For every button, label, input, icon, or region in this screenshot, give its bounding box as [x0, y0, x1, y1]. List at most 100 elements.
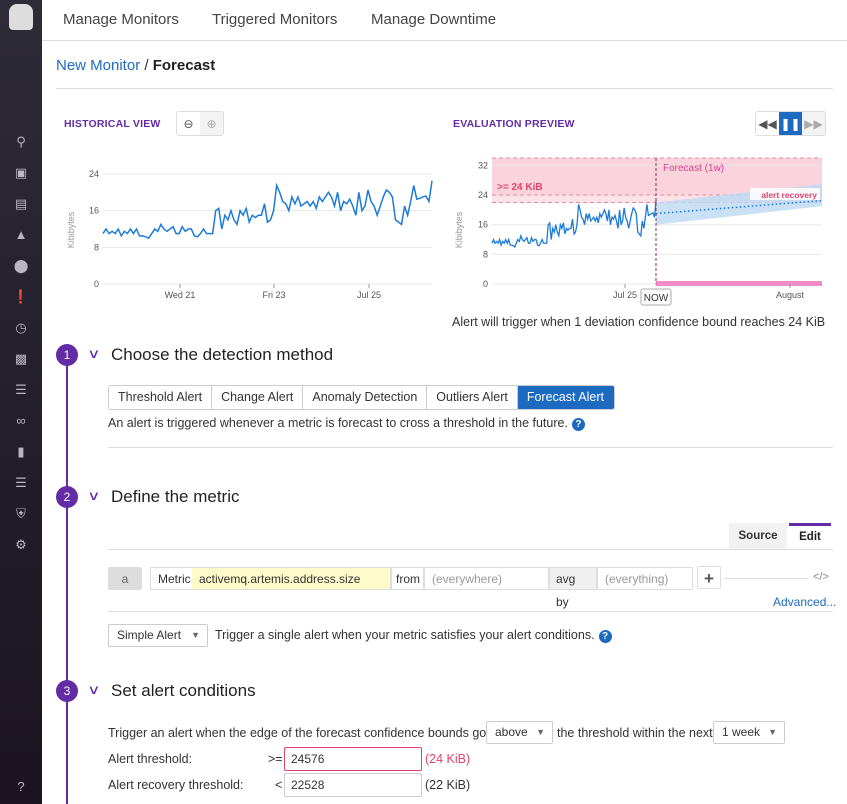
avg-by-label: avg by: [549, 567, 597, 609]
y-tick-label: 0: [483, 279, 488, 289]
synthetics-link-icon[interactable]: ∞: [16, 413, 26, 428]
infrastructure-icon[interactable]: ⬤: [13, 258, 29, 273]
search-icon[interactable]: ⚲: [16, 134, 26, 149]
recovery-threshold-label: Alert recovery threshold:: [108, 778, 244, 792]
tab-forecast-alert[interactable]: Forecast Alert: [517, 386, 614, 409]
step-2-title[interactable]: Define the metric: [111, 487, 240, 506]
notebook-icon[interactable]: ▮: [17, 444, 25, 459]
tab-change-alert[interactable]: Change Alert: [212, 386, 304, 409]
logs-filter-icon[interactable]: ☰: [15, 382, 27, 397]
tab-manage-downtime[interactable]: Manage Downtime: [371, 11, 497, 28]
zoom-in-icon[interactable]: ⊕: [200, 112, 223, 135]
historical-chart: 0 8 16 24 Wed 21 Fri 23 Jul 25 Kibibytes: [66, 169, 433, 300]
tab-anomaly-detection[interactable]: Anomaly Detection: [303, 386, 428, 409]
caret-down-icon: ▼: [536, 727, 545, 737]
threshold-label: >= 24 KiB: [497, 182, 543, 193]
list-icon[interactable]: ▤: [14, 196, 28, 211]
recovery-threshold-operator: <: [275, 778, 283, 792]
tab-manage-monitors[interactable]: Manage Monitors: [63, 11, 179, 28]
window-value: 1 week: [722, 725, 761, 739]
avg-by-input[interactable]: (everything): [597, 567, 693, 590]
detection-method-tabs: Threshold Alert Change Alert Anomaly Det…: [108, 385, 615, 410]
recovery-label-bg: [750, 188, 820, 200]
fast-forward-icon[interactable]: ▶▶: [802, 112, 825, 135]
tab-threshold-alert[interactable]: Threshold Alert: [109, 386, 213, 409]
query-letter: a: [108, 567, 142, 590]
now-badge: [640, 288, 672, 306]
security-search-icon[interactable]: ☰: [15, 475, 27, 490]
edit-tab[interactable]: Edit: [789, 523, 831, 549]
alert-type-value: Simple Alert: [117, 628, 182, 642]
datadog-logo[interactable]: [9, 4, 33, 30]
y-tick-label: 0: [94, 279, 99, 289]
x-tick-label: Wed 21: [165, 290, 196, 300]
code-icon[interactable]: </>: [813, 571, 829, 583]
y-tick-label: 24: [89, 169, 99, 179]
x-tick-label: Fri 23: [262, 290, 285, 300]
step-1-title[interactable]: Choose the detection method: [111, 345, 334, 364]
breadcrumb-separator: /: [144, 57, 149, 74]
zoom-out-icon[interactable]: ⊖: [177, 112, 200, 135]
x-tick-label: August: [776, 290, 805, 300]
y-axis-label: Kibibytes: [454, 211, 464, 248]
add-function-button[interactable]: +: [697, 566, 721, 589]
chevron-down-icon[interactable]: ∨: [87, 488, 101, 503]
condition-text-1: Trigger an alert when the edge of the fo…: [108, 726, 500, 740]
alert-threshold-operator: >=: [268, 752, 283, 766]
advanced-link[interactable]: Advanced...: [773, 595, 837, 609]
divider: [108, 611, 833, 612]
help-icon[interactable]: ?: [598, 630, 612, 643]
alert-threshold-input[interactable]: 24576: [284, 747, 422, 771]
tab-outliers-alert[interactable]: Outliers Alert: [427, 386, 518, 409]
window-select[interactable]: 1 week ▼: [713, 721, 785, 744]
divider: [108, 549, 833, 550]
x-tick-label: Jul 25: [613, 290, 637, 300]
recovery-threshold-hint: (22 KiB): [425, 778, 471, 792]
evaluation-preview-title: EVALUATION PREVIEW: [453, 118, 575, 130]
from-input[interactable]: (everywhere): [424, 567, 549, 590]
breadcrumb: New Monitor / Forecast: [56, 57, 215, 74]
metric-label: Metric: [150, 567, 192, 590]
shield-icon[interactable]: ⛨: [16, 506, 26, 521]
help-icon[interactable]: ?: [571, 418, 585, 431]
steps-timeline: [66, 362, 68, 804]
metric-input[interactable]: activemq.artemis.address.size: [192, 567, 391, 590]
monitors-alert-icon[interactable]: ❗: [12, 289, 30, 304]
zoom-controls: ⊖ ⊕: [176, 111, 224, 136]
y-tick-label: 8: [94, 242, 99, 252]
breadcrumb-current: Forecast: [152, 57, 216, 74]
apm-gauge-icon[interactable]: ◷: [15, 320, 27, 335]
rewind-icon[interactable]: ◀◀: [756, 112, 779, 135]
pause-icon[interactable]: ❚❚: [779, 112, 802, 135]
detection-description: An alert is triggered whenever a metric …: [108, 416, 585, 431]
caret-down-icon: ▼: [768, 727, 777, 737]
alert-type-description: Trigger a single alert when your metric …: [215, 628, 612, 643]
step-2-badge: 2: [56, 486, 78, 508]
chevron-down-icon[interactable]: ∨: [87, 346, 101, 361]
alert-type-select[interactable]: Simple Alert ▼: [108, 624, 208, 647]
y-axis-label: Kibibytes: [66, 211, 76, 248]
dotted-connector: [724, 578, 808, 579]
divider: [108, 447, 833, 448]
direction-select[interactable]: above ▼: [486, 721, 553, 744]
sidebar: ⚲ ▣ ▤ ▲ ⬤ ❗ ◷ ▩ ☰ ∞ ▮ ☰ ⛨ ⚙ ?: [0, 0, 42, 804]
dashboard-chart-icon[interactable]: ▲: [14, 227, 28, 242]
settings-gear-icon[interactable]: ⚙: [15, 537, 27, 552]
from-label: from: [391, 567, 424, 590]
evaluation-chart: 0 8 16 24 32 NOW Jul 25 August Kibibytes >= 24 Ki…: [454, 157, 823, 306]
alert-threshold-hint: (24 KiB): [425, 752, 471, 766]
integrations-puzzle-icon[interactable]: ▩: [14, 351, 28, 366]
step-3-title[interactable]: Set alert conditions: [111, 681, 256, 700]
y-tick-label: 16: [478, 220, 488, 230]
y-tick-label: 24: [478, 190, 488, 200]
evaluation-caption: Alert will trigger when 1 deviation conf…: [452, 315, 826, 329]
binoculars-icon[interactable]: ▣: [14, 165, 28, 180]
source-tab[interactable]: Source: [729, 523, 787, 549]
help-icon[interactable]: ?: [17, 779, 25, 794]
breadcrumb-new-monitor[interactable]: New Monitor: [56, 57, 141, 74]
chevron-down-icon[interactable]: ∨: [87, 682, 101, 697]
recovery-threshold-input[interactable]: 22528: [284, 773, 422, 797]
tab-triggered-monitors[interactable]: Triggered Monitors: [212, 11, 338, 28]
forecast-period-bar: [656, 281, 822, 286]
forecast-label: Forecast (1w): [663, 163, 724, 174]
